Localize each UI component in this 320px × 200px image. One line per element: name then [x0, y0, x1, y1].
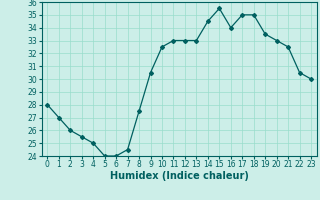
X-axis label: Humidex (Indice chaleur): Humidex (Indice chaleur): [110, 171, 249, 181]
